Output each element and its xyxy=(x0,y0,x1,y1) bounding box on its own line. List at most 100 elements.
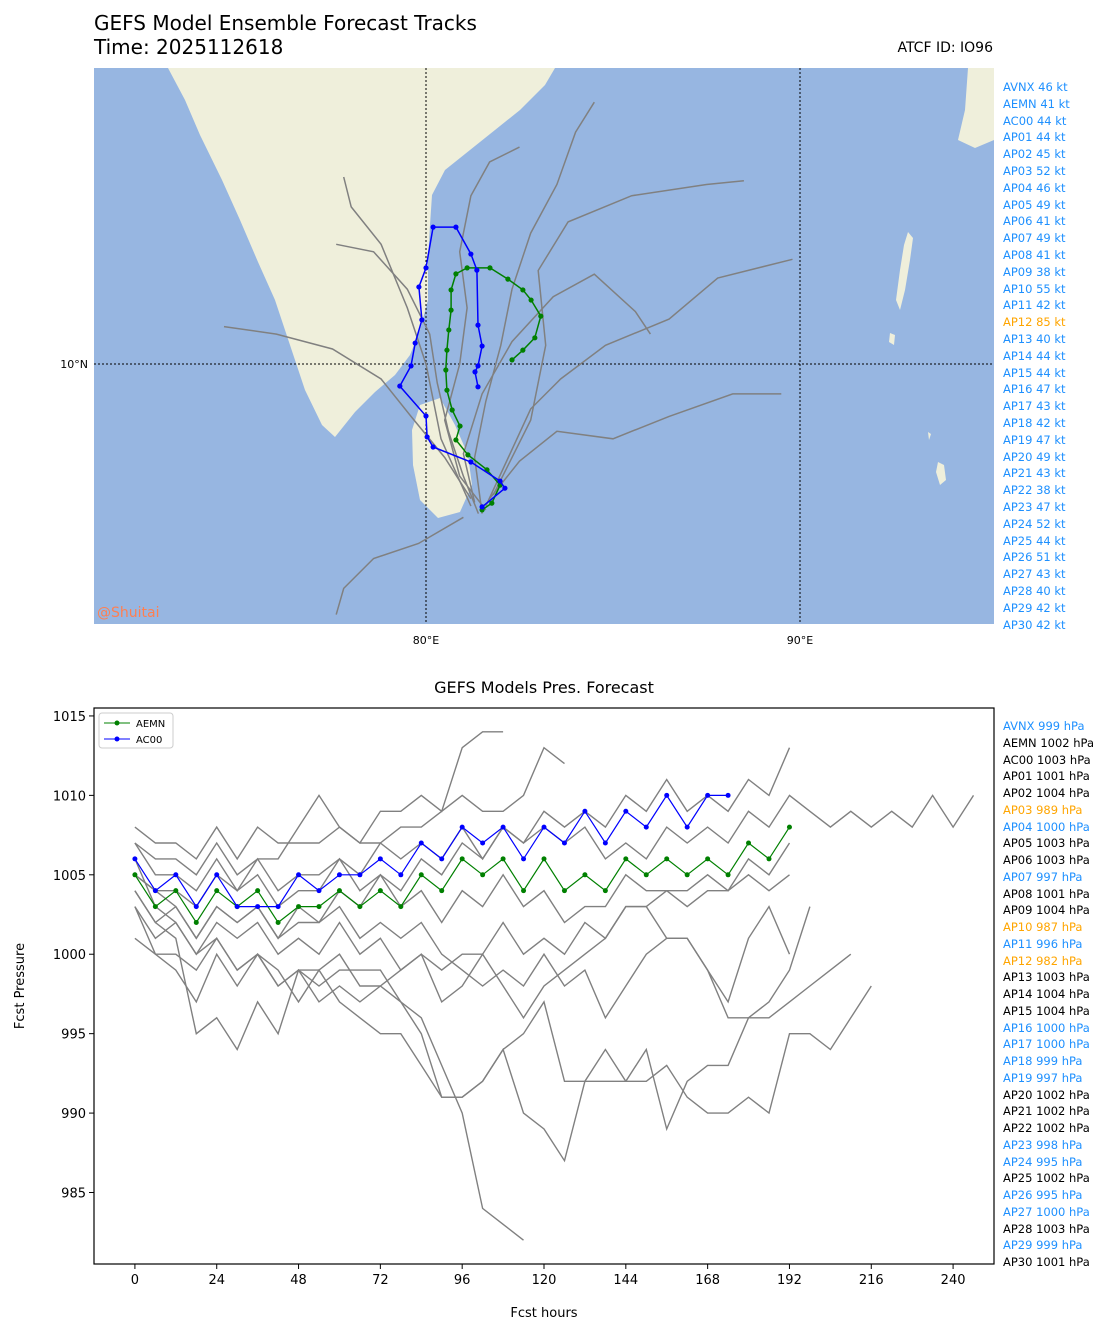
aemn-point xyxy=(582,872,588,878)
ac00-point xyxy=(684,824,690,830)
pressure-list-item: AP26 995 hPa xyxy=(1003,1188,1083,1202)
member-pressure-line xyxy=(134,842,791,1003)
aemn-track-point xyxy=(487,265,493,271)
wind-list-item: AP06 41 kt xyxy=(1003,214,1066,229)
aemn-point xyxy=(398,904,404,910)
pressure-list-item: AC00 1003 hPa xyxy=(1003,752,1091,767)
member-track xyxy=(473,101,595,514)
pressure-list-item: AP25 1002 hPa xyxy=(1003,1171,1090,1186)
ac00-point xyxy=(234,904,240,910)
ac00-track-point xyxy=(430,444,436,450)
aemn-track-point xyxy=(520,347,526,353)
x-tick-label: 0 xyxy=(131,1273,139,1288)
aemn-point xyxy=(521,888,527,894)
x-tick-label: 24 xyxy=(208,1273,225,1288)
ac00-point xyxy=(705,792,711,798)
ac00-point xyxy=(275,904,281,910)
ac00-point xyxy=(623,808,629,814)
wind-list-item: AP13 40 kt xyxy=(1003,331,1066,346)
aemn-point xyxy=(561,888,567,894)
aemn-track-point xyxy=(528,297,534,303)
y-tick-label: 1005 xyxy=(53,869,86,884)
aemn-point xyxy=(296,904,302,910)
ac00-track-point xyxy=(416,284,422,290)
ac00-track xyxy=(398,226,506,508)
wind-list-item: AP07 49 kt xyxy=(1003,231,1066,246)
ac00-track-point xyxy=(479,343,485,349)
ac00-track-point xyxy=(424,434,430,440)
y-tick-label: 1010 xyxy=(53,789,86,804)
legend-ac00-marker xyxy=(114,736,120,742)
aemn-track-point xyxy=(444,387,450,393)
x-tick-label: 48 xyxy=(290,1273,307,1288)
india-landmass xyxy=(168,68,555,437)
pressure-list-item: AP21 1002 hPa xyxy=(1003,1104,1090,1119)
pressure-list-item: AP24 995 hPa xyxy=(1003,1154,1083,1169)
member-track xyxy=(342,176,472,507)
ac00-point xyxy=(480,840,486,846)
member-track xyxy=(336,243,480,514)
ac00-point xyxy=(582,808,588,814)
aemn-track xyxy=(445,267,542,511)
ac00-point xyxy=(725,792,731,798)
x-tick-label: 192 xyxy=(777,1273,802,1288)
pressure-list-item: AP01 1001 hPa xyxy=(1003,769,1090,784)
member-pressure-line xyxy=(134,890,524,1241)
wind-list-item: AP26 51 kt xyxy=(1003,550,1066,565)
plot-area xyxy=(132,731,975,1241)
ac00-track-point xyxy=(475,363,481,369)
pressure-list-item: AP10 987 hPa xyxy=(1003,920,1083,934)
forecast-time: Time: 2025112618 xyxy=(94,35,284,59)
aemn-point xyxy=(255,888,261,894)
pressure-chart: GEFS Models Pres. Forecast Fcst hours Fc… xyxy=(13,678,995,1321)
ac00-track-point xyxy=(474,267,480,273)
aemn-point xyxy=(418,872,424,878)
aemn-track-point xyxy=(446,327,452,333)
ac00-point xyxy=(541,824,547,830)
aemn-point xyxy=(623,856,629,862)
aemn-point xyxy=(480,872,486,878)
aemn-track-point xyxy=(538,313,544,319)
y-tick-label: 1000 xyxy=(53,948,86,963)
watermark: @Shuitai xyxy=(97,605,159,621)
x-tick-label: 72 xyxy=(372,1273,389,1288)
pressure-list-item: AP19 997 hPa xyxy=(1003,1070,1083,1085)
figure-title: GEFS Model Ensemble Forecast Tracks xyxy=(94,11,477,35)
aemn-point xyxy=(643,872,649,878)
member-track xyxy=(489,393,782,500)
wind-list-item: AP08 41 kt xyxy=(1003,247,1066,262)
ac00-track-point xyxy=(430,224,436,230)
ac00-track-point xyxy=(475,322,481,328)
member-pressure-line xyxy=(134,746,565,876)
tracks-layer xyxy=(223,101,793,615)
wind-list-item: AP12 85 kt xyxy=(1003,315,1066,330)
wind-list-item: AP17 43 kt xyxy=(1003,399,1066,414)
aemn-track-point xyxy=(505,276,511,282)
member-track xyxy=(443,146,520,511)
ac00-point xyxy=(377,856,383,862)
pressure-list-item: AP07 997 hPa xyxy=(1003,869,1083,884)
pressure-list-item: AP14 1004 hPa xyxy=(1003,987,1090,1001)
ac00-point xyxy=(173,872,179,878)
x-tick-label: 240 xyxy=(941,1273,966,1288)
pressure-list-item: AP29 999 hPa xyxy=(1003,1238,1083,1253)
wind-list-item: AP02 45 kt xyxy=(1003,147,1066,162)
ac00-point xyxy=(357,872,363,878)
wind-list-item: AC00 44 kt xyxy=(1003,113,1067,128)
ac00-point xyxy=(664,792,670,798)
ac00-point xyxy=(439,856,445,862)
pressure-list-item: AP17 1000 hPa xyxy=(1003,1037,1090,1052)
wind-list-item: AP21 43 kt xyxy=(1003,466,1066,481)
wind-list-item: AVNX 46 kt xyxy=(1003,80,1068,94)
aemn-track-point xyxy=(489,500,495,506)
aemn-track-point xyxy=(449,407,455,413)
aemn-track-point xyxy=(443,367,449,373)
ac00-track-point xyxy=(397,383,403,389)
wind-list-item: AP23 47 kt xyxy=(1003,499,1066,514)
aemn-point xyxy=(705,856,711,862)
y-tick-label: 1015 xyxy=(53,710,86,725)
pressure-list-item: AP30 1001 hPa xyxy=(1003,1255,1090,1269)
y-tick-label: 985 xyxy=(61,1187,86,1202)
aemn-track-point xyxy=(448,307,454,313)
